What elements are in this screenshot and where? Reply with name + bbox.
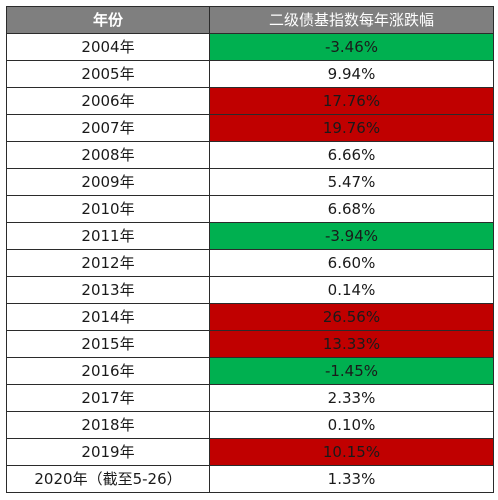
table-row: 2012年 6.60% [6,249,494,277]
table-row: 2011年 -3.94% [6,222,494,250]
table-row: 2016年 -1.45% [6,357,494,385]
year-column-header: 年份 [6,6,210,34]
year-cell: 2005年 [6,60,210,88]
year-cell: 2015年 [6,330,210,358]
year-cell: 2014年 [6,303,210,331]
change-cell: 1.33% [209,465,494,493]
table-row: 2018年 0.10% [6,411,494,439]
change-cell: 19.76% [209,114,494,142]
change-cell: 26.56% [209,303,494,331]
annual-returns-table: 年份 二级债基指数每年涨跌幅 2004年 -3.46% 2005年 9.94% … [6,6,494,493]
change-cell: 10.15% [209,438,494,466]
change-cell: 0.10% [209,411,494,439]
year-cell: 2008年 [6,141,210,169]
year-cell: 2012年 [6,249,210,277]
table-row: 2008年 6.66% [6,141,494,169]
change-cell: 2.33% [209,384,494,412]
year-cell: 2013年 [6,276,210,304]
change-cell: 6.60% [209,249,494,277]
table-row: 2017年 2.33% [6,384,494,412]
table-row: 2004年 -3.46% [6,33,494,61]
year-cell: 2009年 [6,168,210,196]
table-row: 2005年 9.94% [6,60,494,88]
table-row: 2020年（截至5-26） 1.33% [6,465,494,493]
change-cell: 13.33% [209,330,494,358]
change-cell: 6.66% [209,141,494,169]
year-cell: 2016年 [6,357,210,385]
year-cell: 2018年 [6,411,210,439]
table-row: 2006年 17.76% [6,87,494,115]
change-cell: 0.14% [209,276,494,304]
table-row: 2010年 6.68% [6,195,494,223]
change-cell: -3.94% [209,222,494,250]
table-row: 2014年 26.56% [6,303,494,331]
change-column-header: 二级债基指数每年涨跌幅 [209,6,494,34]
year-cell: 2010年 [6,195,210,223]
year-cell: 2007年 [6,114,210,142]
year-cell: 2019年 [6,438,210,466]
change-cell: -3.46% [209,33,494,61]
returns-table-container: 年份 二级债基指数每年涨跌幅 2004年 -3.46% 2005年 9.94% … [6,6,494,494]
change-cell: 9.94% [209,60,494,88]
year-cell: 2020年（截至5-26） [6,465,210,493]
table-header-row: 年份 二级债基指数每年涨跌幅 [6,6,494,34]
change-cell: 17.76% [209,87,494,115]
change-cell: -1.45% [209,357,494,385]
table-row: 2009年 5.47% [6,168,494,196]
change-cell: 5.47% [209,168,494,196]
table-row: 2013年 0.14% [6,276,494,304]
year-cell: 2004年 [6,33,210,61]
table-row: 2007年 19.76% [6,114,494,142]
table-row: 2019年 10.15% [6,438,494,466]
change-cell: 6.68% [209,195,494,223]
year-cell: 2017年 [6,384,210,412]
year-cell: 2011年 [6,222,210,250]
table-row: 2015年 13.33% [6,330,494,358]
year-cell: 2006年 [6,87,210,115]
